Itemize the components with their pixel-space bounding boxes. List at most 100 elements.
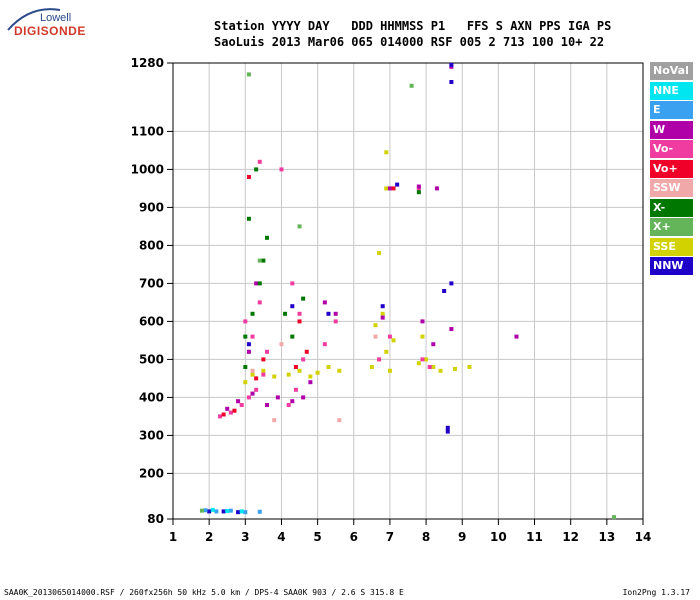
echo-sse-21 [453, 366, 457, 371]
echo-vo-22 [257, 159, 262, 164]
echo-w-7 [308, 380, 313, 385]
echo-nnw-11 [449, 80, 454, 84]
x-tick-label-7: 8 [422, 530, 430, 544]
echo-vo-11 [293, 387, 298, 392]
footer-left: SAA0K_2013065014000.RSF / 260fx256h 50 k… [4, 588, 404, 597]
legend-item-noval: NoVal [650, 62, 693, 80]
echo-ssw-4 [272, 418, 277, 423]
echo-w-9 [254, 281, 259, 286]
echo-nnw-2 [236, 510, 241, 515]
echo-sse-7 [315, 370, 320, 375]
echo-x-5 [297, 224, 302, 229]
echo-w-12 [380, 315, 385, 320]
y-tick-label-7: 800 [139, 238, 164, 252]
echo-x-0 [243, 334, 248, 339]
legend-item-ssw: SSW [650, 179, 693, 197]
logo-line1: Lowell [40, 12, 72, 24]
x-tick-label-2: 3 [241, 530, 249, 544]
echo-ssw-0 [250, 368, 255, 373]
echo-sse-9 [337, 368, 342, 373]
echo-vo-1 [228, 410, 233, 415]
echo-vo-3 [246, 395, 251, 400]
echo-sse-1 [250, 372, 255, 377]
echo-sse-25 [384, 186, 389, 191]
echo-sse-5 [297, 368, 302, 373]
echo-vo-2 [254, 376, 259, 381]
y-tick-label-9: 1000 [131, 162, 164, 176]
echo-w-18 [434, 186, 439, 191]
echo-w-17 [416, 184, 421, 189]
header-line-2: SaoLuis 2013 Mar06 065 014000 RSF 005 2 … [214, 35, 605, 49]
echo-nnw-7 [395, 182, 400, 187]
echo-nnw-3 [246, 342, 251, 347]
echo-sse-19 [431, 365, 436, 369]
legend-item-x: X- [650, 198, 693, 217]
echo-vo-12 [301, 357, 306, 362]
echo-sse-20 [438, 368, 443, 373]
echo-w-15 [514, 334, 519, 339]
echo-e-4 [257, 509, 262, 514]
echo-vo-4 [293, 365, 298, 369]
echo-w-1 [236, 399, 241, 404]
x-tick-label-11: 12 [562, 530, 579, 544]
echo-w-20 [449, 327, 454, 331]
echo-w-6 [301, 395, 306, 400]
echo-vo-7 [391, 186, 396, 191]
y-tick-label-1: 200 [139, 466, 164, 480]
legend-item-x: X+ [650, 218, 693, 236]
echo-x-5 [261, 258, 266, 263]
y-tick-label-11: 1280 [131, 56, 164, 70]
echo-w-5 [290, 399, 295, 404]
echo-nnw-1 [221, 509, 226, 514]
y-tick-label-6: 700 [139, 276, 164, 290]
x-tick-label-6: 7 [386, 530, 394, 544]
x-tick-label-13: 14 [635, 530, 652, 544]
echo-nnw-8 [449, 281, 454, 286]
echo-sse-16 [380, 311, 385, 316]
echo-vo-2 [239, 403, 244, 407]
y-tick-label-10: 1100 [131, 124, 164, 138]
y-tick-label-5: 600 [139, 314, 164, 328]
echo-sse-15 [373, 323, 378, 328]
echo-vo-4 [254, 387, 259, 392]
y-tick-label-0: 80 [147, 512, 164, 526]
x-tick-label-3: 4 [277, 530, 285, 544]
echo-w-8 [246, 349, 251, 354]
x-tick-label-9: 10 [490, 530, 507, 544]
echo-e-2 [228, 508, 233, 513]
echo-w-0 [225, 406, 230, 411]
y-tick-label-2: 300 [139, 428, 164, 442]
echo-sse-18 [424, 357, 429, 362]
echo-vo-5 [261, 372, 266, 377]
echo-sse-12 [384, 349, 389, 354]
echo-w-2 [250, 391, 255, 396]
y-tick-label-3: 400 [139, 390, 164, 404]
echo-vo-0 [218, 414, 222, 419]
echo-vo-13 [297, 311, 302, 316]
echo-x-4 [612, 515, 617, 520]
echo-w-14 [431, 342, 436, 347]
echo-sse-24 [377, 251, 382, 255]
y-tick-label-4: 500 [139, 352, 164, 366]
legend-item-e: E [650, 101, 693, 119]
x-tick-label-8: 9 [458, 530, 466, 544]
echo-vo-20 [427, 365, 432, 369]
echo-x-3 [265, 235, 269, 240]
x-tick-label-0: 1 [169, 530, 177, 544]
echo-sse-10 [369, 365, 374, 369]
logo-line2: DIGISONDE [14, 24, 86, 38]
echo-sse-13 [387, 368, 392, 373]
echo-vo-0 [221, 412, 226, 417]
y-tick-label-8: 900 [139, 200, 164, 214]
legend-item-nne: NNE [650, 81, 693, 100]
digisonde-logo: Lowell DIGISONDE [0, 0, 110, 50]
echo-vo-1 [232, 408, 237, 413]
echo-nnw-13 [442, 289, 447, 293]
echo-sse-4 [286, 372, 291, 377]
echo-nnw-0 [207, 509, 212, 514]
x-tick-label-1: 2 [205, 530, 213, 544]
x-tick-label-4: 5 [313, 530, 321, 544]
echo-e-1 [214, 509, 219, 514]
echo-w-10 [322, 300, 327, 305]
